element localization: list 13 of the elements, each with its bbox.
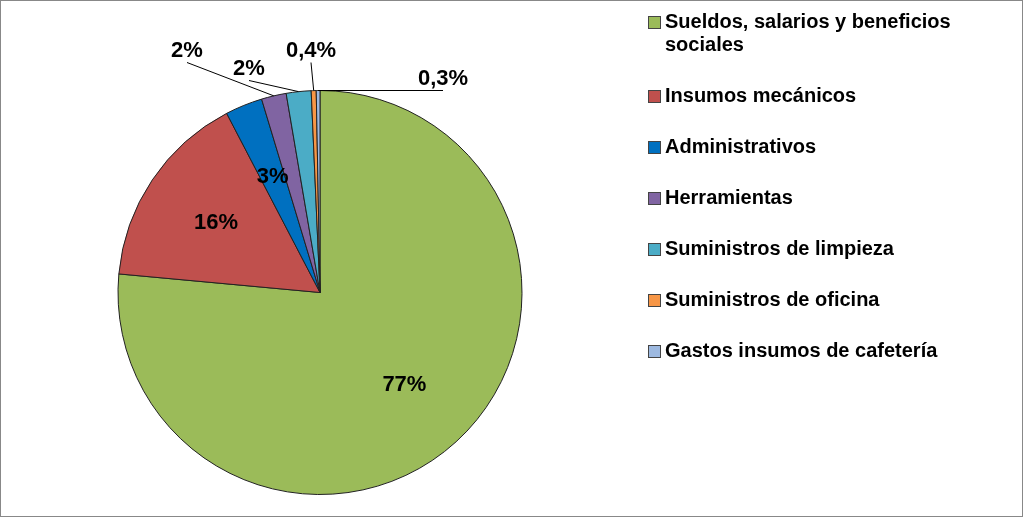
data-label: 16% <box>193 208 239 234</box>
legend-label: Suministros de oficina <box>665 288 880 311</box>
data-label: 77% <box>382 371 427 397</box>
legend-label: Herramientas <box>665 186 793 209</box>
legend-label: Suministros de limpieza <box>665 237 894 260</box>
data-label: 2% <box>233 54 265 80</box>
data-label: 2% <box>171 36 203 62</box>
legend-label: Sueldos, salarios y beneficios sociales <box>665 10 952 56</box>
legend-label: Gastos insumos de cafetería <box>665 339 938 362</box>
data-label: 0,3% <box>417 64 469 90</box>
legend-label: Administrativos <box>665 135 817 158</box>
legend-label: Insumos mecánicos <box>665 84 857 107</box>
data-label: 0,4% <box>285 36 337 62</box>
